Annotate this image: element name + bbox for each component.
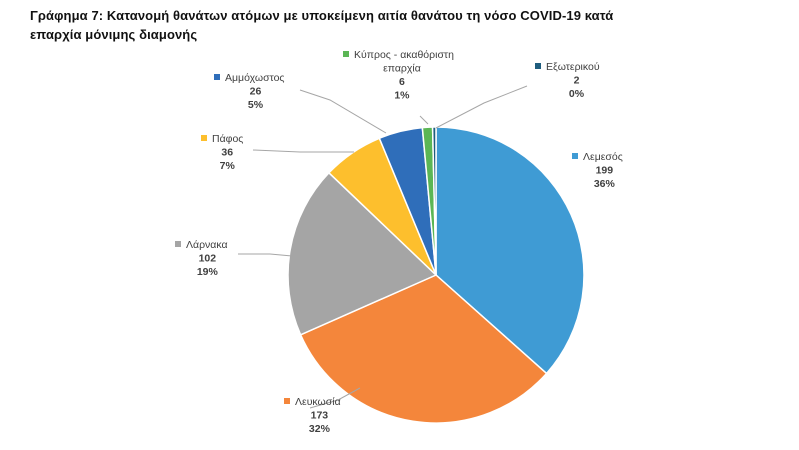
slice-name-7: Εξωτερικού — [546, 61, 600, 73]
pie-slice-2 — [299, 274, 548, 424]
leader-line-7 — [435, 85, 528, 129]
slice-name-6-line-1: Κύπρος - ακαθόριστη — [354, 49, 454, 61]
leader-line-5 — [299, 89, 387, 134]
slice-percent-5: 5% — [248, 99, 264, 111]
legend-marker-3 — [175, 241, 181, 247]
slice-value-7: 2 — [574, 75, 580, 87]
legend-marker-1 — [572, 153, 578, 159]
slice-name-1: Λεμεσός — [583, 151, 623, 163]
legend-marker-7 — [535, 63, 541, 69]
leader-line-4 — [252, 149, 354, 153]
slice-label-5: Αμμόχωστος 265% — [214, 72, 284, 111]
legend-marker-5 — [214, 74, 220, 80]
slice-percent-2: 32% — [309, 423, 331, 435]
slice-name-5: Αμμόχωστος — [225, 72, 284, 84]
slice-value-2: 173 — [311, 410, 329, 422]
leader-lines — [238, 85, 528, 409]
slice-value-5: 26 — [250, 86, 262, 98]
pie-slice-3 — [287, 171, 438, 336]
leader-line-6 — [419, 115, 429, 125]
leader-line-3 — [238, 253, 293, 257]
slice-percent-1: 36% — [594, 178, 616, 190]
pie-slice-7 — [431, 126, 437, 276]
chart-title-line-1: Γράφημα 7: Κατανομή θανάτων ατόμων με υπ… — [30, 8, 614, 23]
slice-name-4: Πάφος — [212, 133, 243, 145]
legend-marker-2 — [284, 398, 290, 404]
slice-value-3: 102 — [199, 253, 217, 265]
slice-percent-4: 7% — [220, 160, 236, 172]
slice-percent-7: 0% — [569, 88, 585, 100]
slice-label-4: Πάφος 367% — [201, 133, 243, 172]
slice-percent-6: 1% — [394, 90, 410, 102]
chart-title: Γράφημα 7: Κατανομή θανάτων ατόμων με υπ… — [30, 6, 730, 44]
slice-value-4: 36 — [221, 147, 233, 159]
pie-slice-1 — [435, 126, 585, 375]
pie-slices — [287, 126, 585, 424]
leader-line-2 — [309, 387, 361, 409]
slice-name-3: Λάρνακα — [186, 239, 228, 251]
legend-marker-4 — [201, 135, 207, 141]
slice-value-6: 6 — [399, 76, 405, 88]
slice-label-7: Εξωτερικού 20% — [535, 61, 600, 100]
slice-percent-3: 19% — [197, 266, 219, 278]
slice-name-2: Λευκωσία — [295, 396, 341, 408]
slice-name-6-line-2: επαρχία — [383, 63, 421, 75]
slice-value-1: 199 — [596, 165, 614, 177]
chart-title-line-2: επαρχία μόνιμης διαμονής — [30, 27, 198, 42]
legend-marker-6 — [343, 51, 349, 57]
